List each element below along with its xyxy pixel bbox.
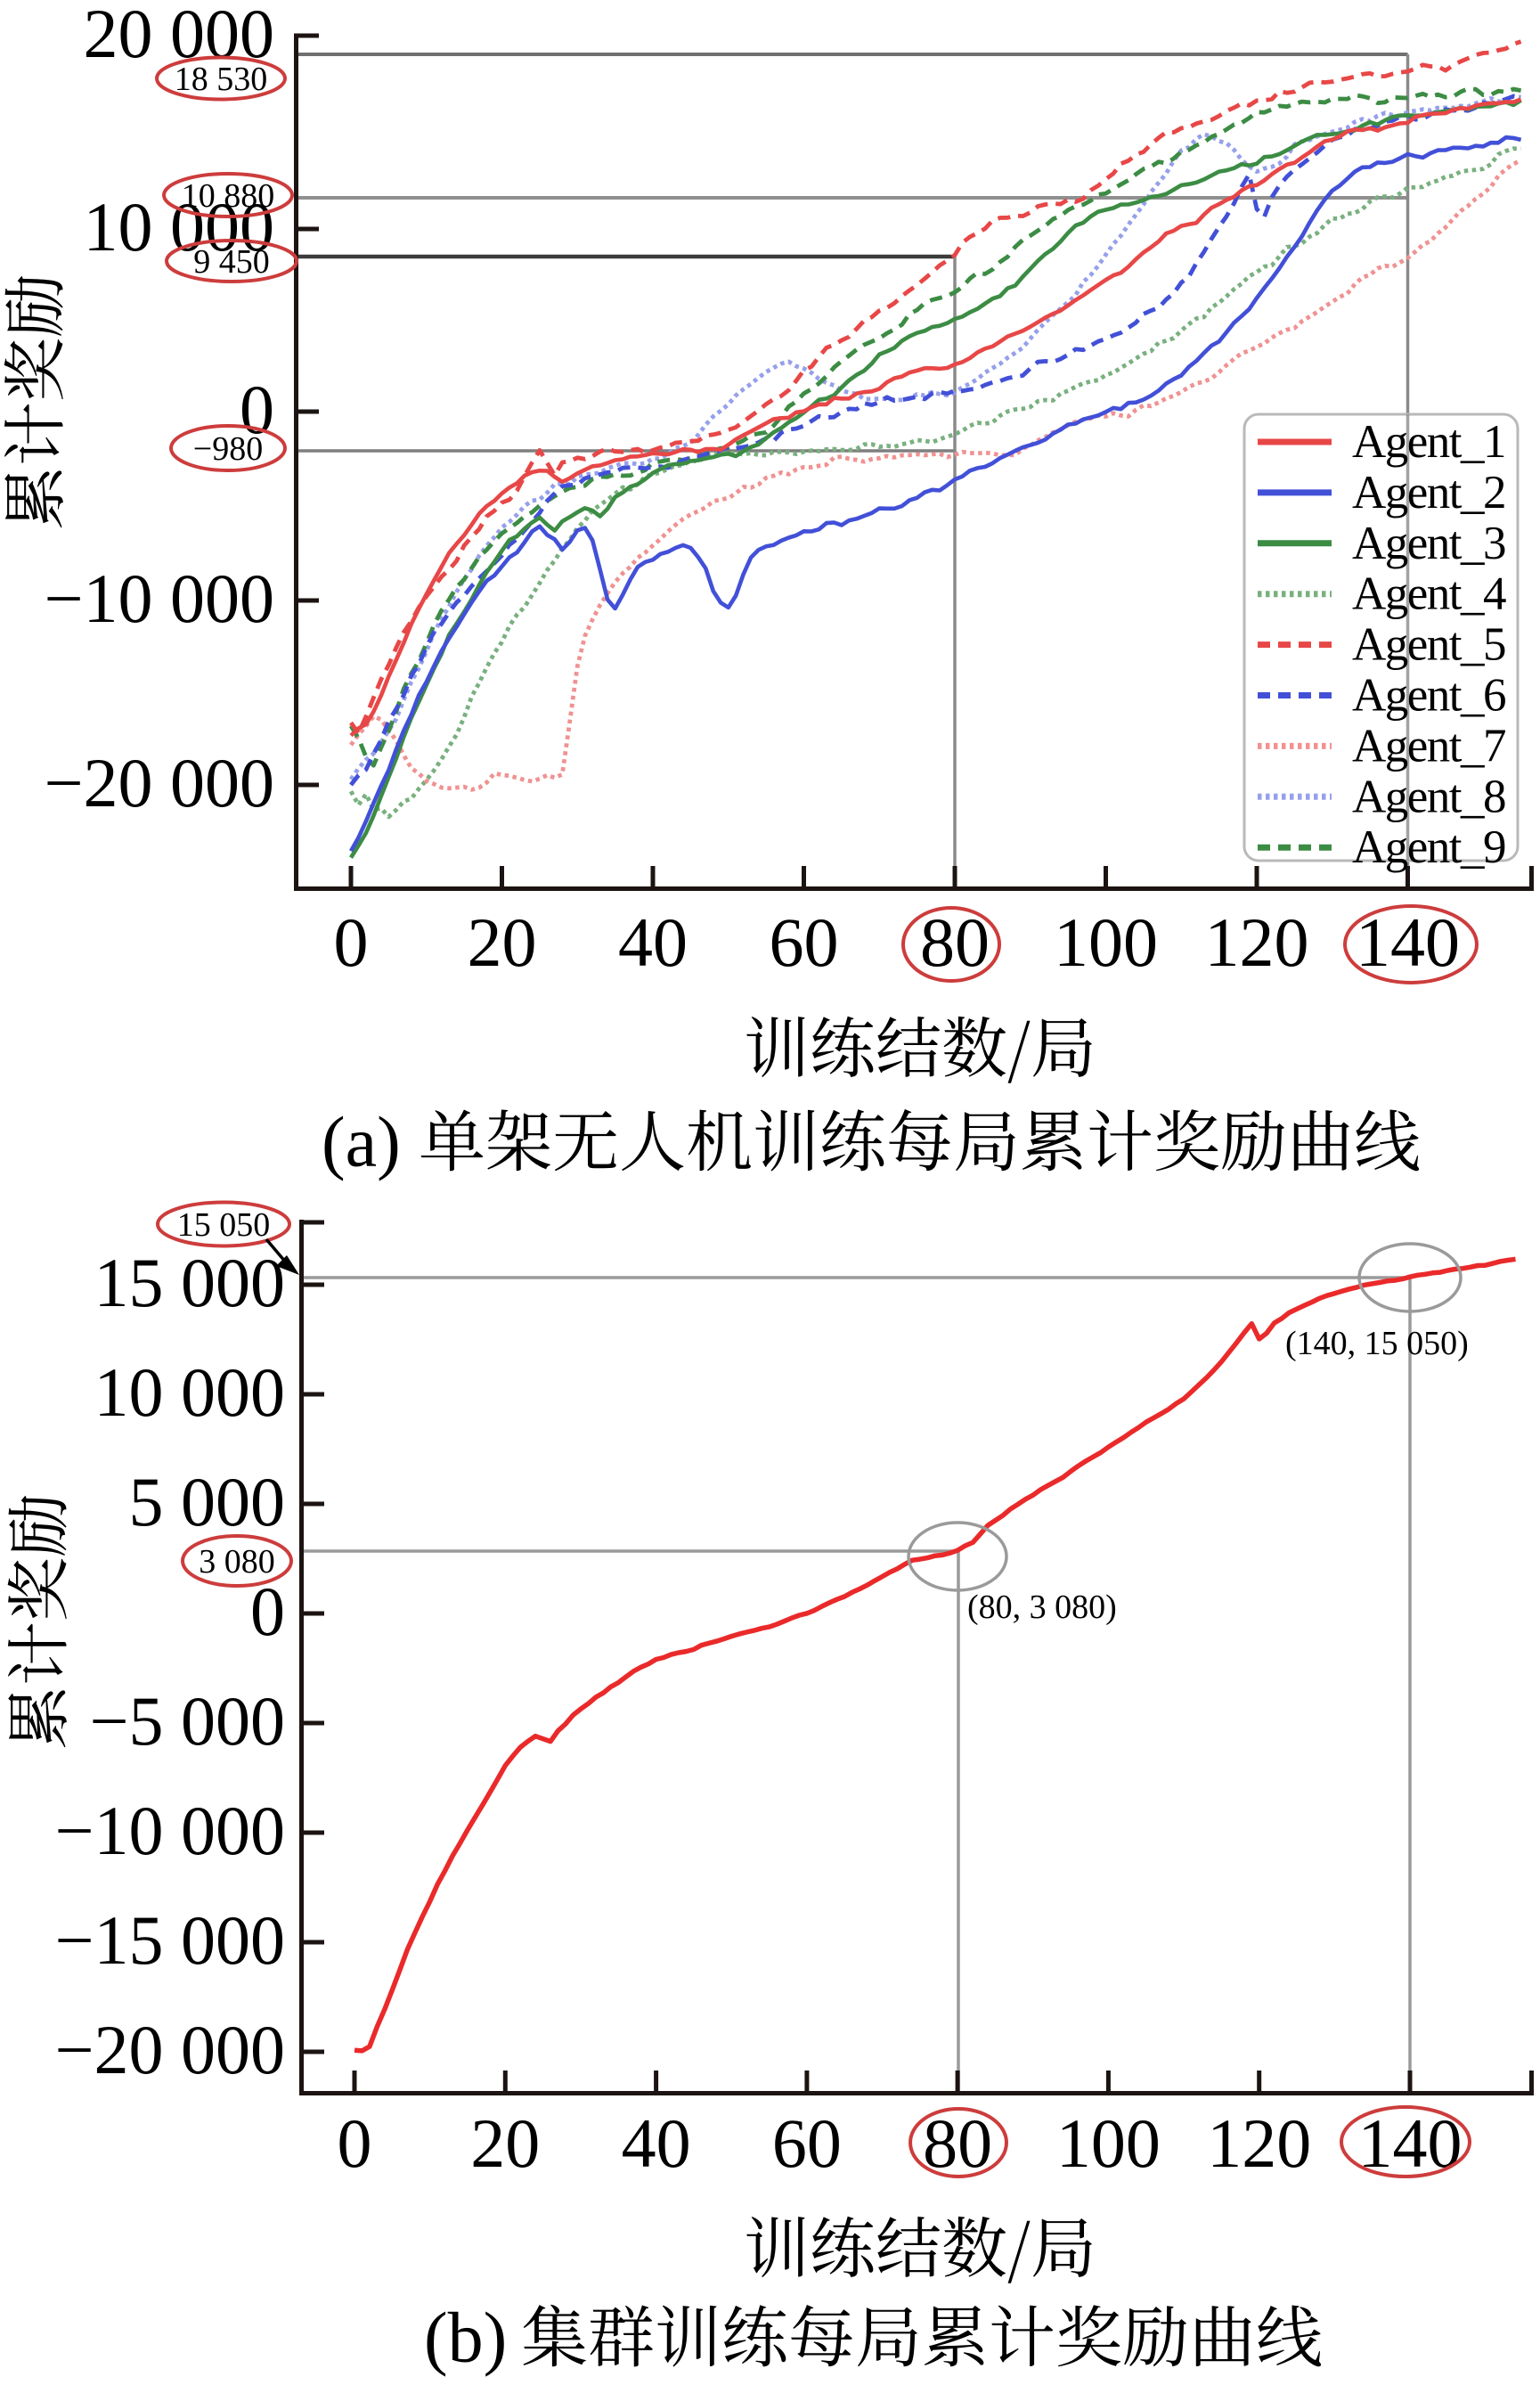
svg-text:0: 0 (334, 903, 369, 981)
svg-text:120: 120 (1205, 903, 1309, 981)
svg-text:15 000: 15 000 (94, 1244, 286, 1321)
svg-text:0: 0 (338, 2104, 372, 2182)
svg-text:Agent_3: Agent_3 (1352, 518, 1505, 569)
svg-text:10 000: 10 000 (94, 1353, 286, 1431)
svg-text:−20 000: −20 000 (55, 2011, 286, 2088)
svg-text:(80, 3 080): (80, 3 080) (967, 1589, 1117, 1626)
svg-text:18 530: 18 530 (175, 61, 268, 98)
svg-text:80: 80 (923, 2104, 992, 2182)
svg-text:0: 0 (240, 371, 274, 448)
svg-text:3 080: 3 080 (199, 1543, 275, 1580)
svg-text:40: 40 (618, 903, 688, 981)
svg-text:10 880: 10 880 (182, 177, 275, 215)
svg-text:−15 000: −15 000 (55, 1901, 286, 1979)
svg-text:100: 100 (1054, 903, 1158, 981)
svg-text:−10 000: −10 000 (55, 1792, 286, 1869)
svg-text:Agent_8: Agent_8 (1352, 771, 1505, 822)
svg-text:Agent_4: Agent_4 (1352, 568, 1506, 620)
svg-text:120: 120 (1207, 2104, 1311, 2182)
svg-text:−5 000: −5 000 (90, 1682, 286, 1760)
svg-text:140: 140 (1356, 903, 1460, 981)
svg-text:40: 40 (622, 2104, 691, 2182)
svg-text:−10 000: −10 000 (45, 559, 275, 637)
svg-text:(b): (b) (424, 2299, 525, 2377)
svg-text:Agent_7: Agent_7 (1352, 720, 1505, 772)
svg-text:5 000: 5 000 (129, 1463, 286, 1540)
svg-text:10 000: 10 000 (84, 188, 275, 265)
svg-text:Agent_9: Agent_9 (1352, 821, 1505, 873)
svg-text:Agent_5: Agent_5 (1352, 619, 1505, 671)
svg-text:80: 80 (920, 903, 990, 981)
svg-text:20: 20 (470, 2104, 540, 2182)
svg-text:20: 20 (468, 903, 537, 981)
svg-text:(a): (a) (322, 1103, 419, 1181)
svg-text:60: 60 (772, 2104, 842, 2182)
svg-text:Agent_6: Agent_6 (1352, 670, 1505, 722)
svg-text:(140, 15 050): (140, 15 050) (1285, 1325, 1469, 1362)
svg-text:100: 100 (1056, 2104, 1161, 2182)
svg-text:Agent_1: Agent_1 (1352, 416, 1505, 468)
svg-text:60: 60 (770, 903, 839, 981)
svg-text:15 050: 15 050 (177, 1206, 271, 1244)
svg-text:−20 000: −20 000 (45, 744, 275, 821)
svg-text:Agent_2: Agent_2 (1352, 467, 1505, 519)
svg-text:9 450: 9 450 (193, 243, 270, 281)
svg-text:−980: −980 (193, 430, 263, 468)
